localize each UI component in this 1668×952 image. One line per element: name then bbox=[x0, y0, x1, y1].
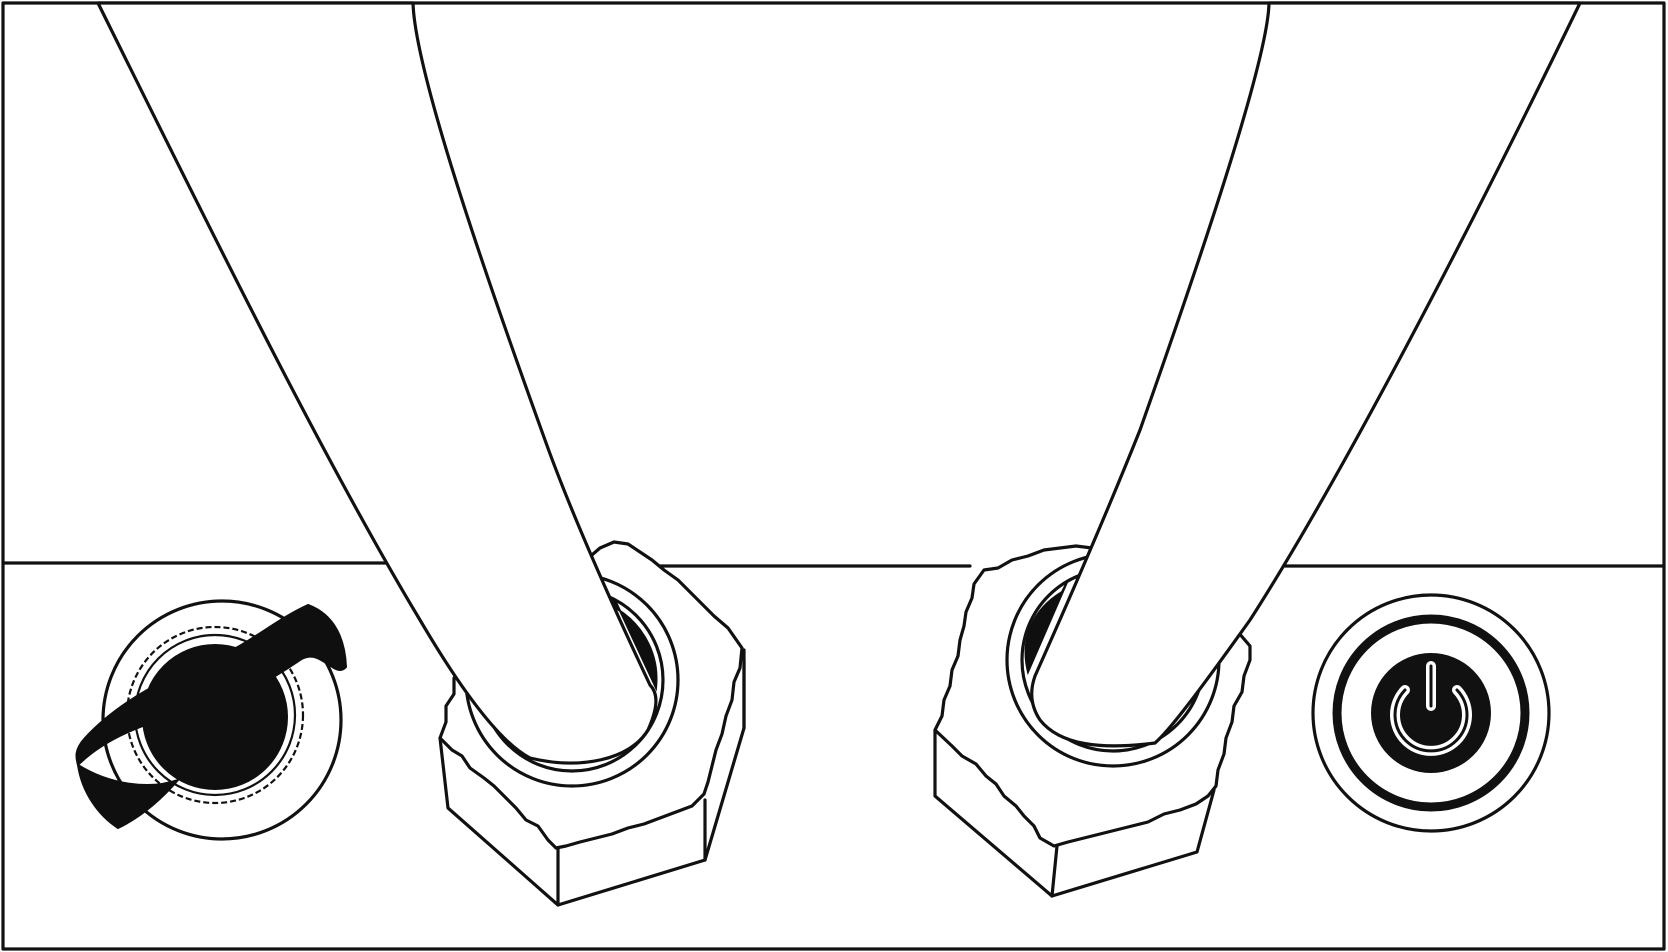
left-port-shadow bbox=[608, 598, 658, 692]
right-hose bbox=[1030, 1, 1582, 748]
power-button-face bbox=[1371, 653, 1491, 773]
power-button[interactable] bbox=[1311, 593, 1551, 833]
wing-knob-icon bbox=[75, 603, 348, 767]
right-hose-fitting bbox=[933, 1, 1582, 898]
power-button-bezel bbox=[1311, 593, 1551, 833]
left-hose-fitting bbox=[96, 1, 746, 907]
right-port-shadow bbox=[1024, 579, 1069, 676]
left-knob-serrated-collar bbox=[125, 625, 305, 805]
power-icon bbox=[1390, 661, 1472, 756]
left-hose bbox=[96, 1, 658, 765]
panel-divider bbox=[1, 561, 1666, 568]
left-knob[interactable] bbox=[75, 599, 348, 841]
wing-knob-lower-blade bbox=[76, 763, 182, 830]
power-button-outer-ring bbox=[1332, 614, 1530, 812]
